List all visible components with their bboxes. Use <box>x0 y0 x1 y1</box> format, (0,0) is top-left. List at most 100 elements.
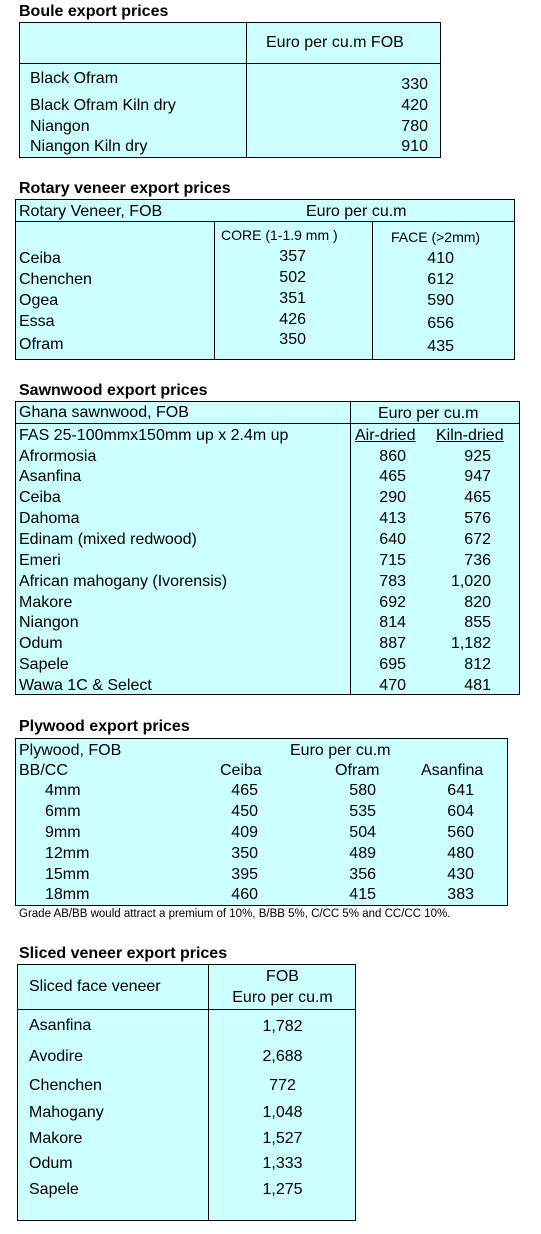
rotary-row-name: Ceiba <box>19 250 61 267</box>
sawn-row-kiln: 947 <box>464 468 491 485</box>
sawn-header-right: Euro per cu.m <box>378 405 479 422</box>
boule-row-value: 330 <box>401 76 428 93</box>
plywood-row-ofram: 580 <box>349 782 376 799</box>
plywood-row-ceiba: 450 <box>231 803 258 820</box>
boule-row-name: Niangon <box>30 118 90 135</box>
rotary-row-face: 612 <box>427 271 454 288</box>
boule-header: Euro per cu.m FOB <box>266 34 404 51</box>
rotary-row-face: 590 <box>427 292 454 309</box>
plywood-table: Plywood, FOB Euro per cu.m BB/CC Ceiba O… <box>15 738 508 906</box>
plywood-header-left: Plywood, FOB <box>19 742 122 759</box>
sliced-row-name: Avodire <box>29 1048 83 1065</box>
plywood-row-asanfina: 480 <box>447 845 474 862</box>
rotary-row-core: 351 <box>279 290 306 307</box>
rotary-row-face: 656 <box>427 315 454 332</box>
plywood-row-size: 9mm <box>45 824 81 841</box>
plywood-row-ceiba: 409 <box>231 824 258 841</box>
sawn-row-name: Asanfina <box>19 468 82 485</box>
plywood-row-ceiba: 395 <box>231 866 258 883</box>
sliced-table: Sliced face veneer FOB Euro per cu.m Asa… <box>17 964 356 1221</box>
sawn-col-air: Air-dried <box>355 427 416 444</box>
sawn-row-air: 860 <box>379 448 406 465</box>
sawn-row-air: 695 <box>379 656 406 673</box>
sawn-row-kiln: 855 <box>464 614 491 631</box>
rotary-row-core: 350 <box>279 331 306 348</box>
rotary-header-left: Rotary Veneer, FOB <box>19 203 163 220</box>
rotary-row-name: Essa <box>19 313 55 330</box>
plywood-row-ofram: 356 <box>349 866 376 883</box>
sawn-row-name: Sapele <box>19 656 69 673</box>
sliced-row-value: 1,333 <box>262 1155 303 1172</box>
plywood-row-ofram: 504 <box>349 824 376 841</box>
rotary-row-core: 357 <box>279 248 306 265</box>
boule-row-name: Niangon Kiln dry <box>30 138 148 155</box>
sawn-row-kiln: 1,182 <box>450 635 491 652</box>
sliced-title: Sliced veneer export prices <box>19 945 228 962</box>
sawn-row-name: Emeri <box>19 552 61 569</box>
sawn-row-air: 783 <box>379 573 406 590</box>
plywood-title: Plywood export prices <box>19 718 190 735</box>
rotary-col-face: FACE (>2mm) <box>391 229 481 245</box>
sawn-row-name: Niangon <box>19 614 79 631</box>
plywood-row-ceiba: 460 <box>231 886 258 903</box>
sawn-row-air: 470 <box>379 677 406 694</box>
sawn-row-kiln: 820 <box>464 594 491 611</box>
sawn-sub-left: FAS 25-100mmx150mm up x 2.4m up <box>19 427 289 444</box>
rotary-row-name: Ogea <box>19 292 59 309</box>
sliced-row-name: Makore <box>29 1130 83 1147</box>
rotary-row-core: 426 <box>279 311 306 328</box>
sliced-row-value: 1,527 <box>262 1130 303 1147</box>
sawn-row-air: 814 <box>379 614 406 631</box>
plywood-row-asanfina: 430 <box>447 866 474 883</box>
rotary-row-core: 502 <box>279 269 306 286</box>
sliced-row-name: Odum <box>29 1155 73 1172</box>
sawn-row-name: Odum <box>19 635 63 652</box>
sliced-header-euro: Euro per cu.m <box>232 989 333 1006</box>
boule-table: Euro per cu.m FOB Black Ofram 330 Black … <box>19 22 441 158</box>
sawn-row-kiln: 925 <box>464 448 491 465</box>
rotary-table: Rotary Veneer, FOB Euro per cu.m CORE (1… <box>15 199 515 360</box>
sawn-row-kiln: 812 <box>464 656 491 673</box>
sawn-row-name: Edinam (mixed redwood) <box>19 531 197 548</box>
rotary-header-right: Euro per cu.m <box>306 203 407 220</box>
sawn-row-name: Makore <box>19 594 73 611</box>
boule-title: Boule export prices <box>19 3 169 20</box>
sawn-row-air: 887 <box>379 635 406 652</box>
sawn-row-kiln: 576 <box>464 510 491 527</box>
rotary-title: Rotary veneer export prices <box>19 180 231 197</box>
sliced-header-left: Sliced face veneer <box>29 978 161 995</box>
sawn-row-kiln: 465 <box>464 489 491 506</box>
boule-row-name: Black Ofram Kiln dry <box>30 97 176 114</box>
plywood-note: Grade AB/BB would attract a premium of 1… <box>19 908 451 920</box>
sliced-row-value: 1,782 <box>262 1018 303 1035</box>
plywood-col-ceiba: Ceiba <box>220 762 262 779</box>
sawn-row-air: 715 <box>379 552 406 569</box>
boule-row-value: 780 <box>401 118 428 135</box>
sawn-row-air: 465 <box>379 468 406 485</box>
sawn-table: Ghana sawnwood, FOB Euro per cu.m FAS 25… <box>15 401 520 695</box>
plywood-header-right: Euro per cu.m <box>290 742 391 759</box>
sliced-row-value: 2,688 <box>262 1048 303 1065</box>
rotary-row-name: Chenchen <box>19 271 92 288</box>
sawn-row-name: African mahogany (Ivorensis) <box>19 573 228 590</box>
plywood-row-asanfina: 560 <box>447 824 474 841</box>
sawn-row-name: Afrormosia <box>19 448 97 465</box>
plywood-col-asanfina: Asanfina <box>421 762 484 779</box>
sawn-row-name: Dahoma <box>19 510 80 527</box>
sliced-row-name: Asanfina <box>29 1017 92 1034</box>
plywood-row-asanfina: 383 <box>447 886 474 903</box>
boule-row-value: 420 <box>401 97 428 114</box>
sliced-row-name: Chenchen <box>29 1077 102 1094</box>
boule-row-name: Black Ofram <box>30 70 119 87</box>
plywood-row-size: 12mm <box>45 845 90 862</box>
plywood-row-size: 4mm <box>45 782 81 799</box>
sliced-row-name: Mahogany <box>29 1104 104 1121</box>
sawn-row-name: Ceiba <box>19 489 61 506</box>
sawn-row-air: 692 <box>379 594 406 611</box>
plywood-col-ofram: Ofram <box>335 762 380 779</box>
plywood-row-ofram: 489 <box>349 845 376 862</box>
sawn-row-kiln: 481 <box>464 677 491 694</box>
plywood-row-size: 6mm <box>45 803 81 820</box>
sawn-col-kiln: Kiln-dried <box>436 427 504 444</box>
plywood-grade: BB/CC <box>19 762 68 779</box>
